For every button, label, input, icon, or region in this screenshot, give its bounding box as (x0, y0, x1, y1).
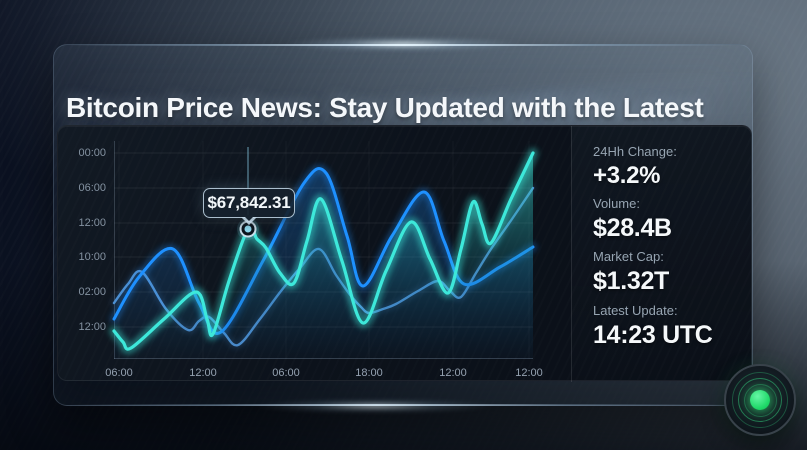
y-tick-label: 02:00 (78, 286, 106, 298)
price-tooltip-value: $67,842.31 (207, 193, 291, 212)
x-tick-label: 12:00 (439, 367, 467, 379)
y-tick-label: 12:00 (78, 217, 106, 229)
series-blue-line (112, 167, 535, 335)
live-ring-inner-icon (743, 383, 777, 417)
price-tooltip: $67,842.31 (203, 188, 295, 218)
price-chart-svg[interactable] (109, 141, 538, 359)
stat-value: $1.32T (593, 267, 670, 295)
live-indicator-button[interactable] (724, 364, 796, 436)
stat-latest-update: Latest Update: 14:23 UTC (593, 303, 747, 350)
panel-bottom-flare (255, 399, 496, 413)
x-tick-label: 12:00 (189, 367, 217, 379)
stats-section: 24Hh Change: +3.2% Volume: $28.4B Market… (571, 126, 753, 382)
chart-card: 00:00 06:00 12:00 10:00 02:00 12:00 06:00 12:0… (57, 125, 753, 382)
x-tick-label: 06:00 (272, 367, 300, 379)
stat-label: 24Hh Change: (593, 144, 677, 159)
stat-value: +3.2% (593, 162, 661, 189)
stat-label: Latest Update: (593, 303, 678, 318)
chart-series (109, 148, 538, 359)
series-cyan-area (114, 153, 533, 359)
x-tick-label: 12:00 (515, 367, 543, 379)
live-dot-icon (750, 390, 770, 410)
x-tick-label: 06:00 (105, 367, 133, 379)
y-tick-label: 10:00 (78, 251, 106, 263)
y-tick-label: 06:00 (78, 182, 106, 194)
y-tick-label: 00:00 (78, 147, 106, 159)
x-tick-label: 18:00 (355, 367, 383, 379)
y-tick-label: 12:00 (78, 321, 106, 333)
stat-value: $28.4B (593, 214, 672, 242)
series-cyan-line (112, 151, 535, 351)
stat-market-cap: Market Cap: $1.32T (593, 249, 747, 296)
live-ring-mid-icon (738, 378, 782, 422)
stat-value: 14:23 UTC (593, 321, 713, 349)
stat-label: Volume: (593, 196, 640, 211)
live-ring-outer-icon (732, 372, 788, 428)
stat-volume: Volume: $28.4B (593, 196, 747, 243)
stat-24h-change: 24Hh Change: +3.2% (593, 144, 747, 190)
panel-top-flare (283, 37, 523, 51)
stat-label: Market Cap: (593, 249, 664, 264)
chart-section: 00:00 06:00 12:00 10:00 02:00 12:00 06:00 12:0… (58, 126, 571, 382)
